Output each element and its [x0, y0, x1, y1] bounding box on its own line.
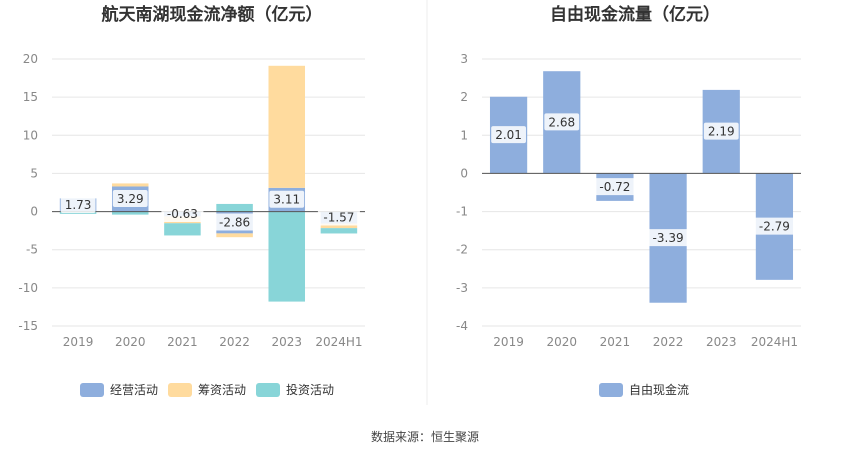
data-label: -0.63: [167, 207, 198, 221]
bar-投资活动[interactable]: [216, 203, 253, 212]
data-label: 3.11: [273, 193, 300, 207]
bar-筹资活动[interactable]: [216, 233, 253, 238]
data-label-bg: [593, 178, 636, 196]
data-label-bg: [161, 204, 204, 222]
data-label: -2.86: [219, 215, 250, 229]
y-tick-label: 10: [23, 128, 38, 142]
x-tick-label: 2021: [167, 335, 198, 349]
source-note: 数据来源：恒生聚源: [370, 430, 479, 444]
data-label: 2.19: [708, 125, 735, 139]
data-label: -1.57: [323, 211, 354, 225]
legend-label[interactable]: 自由现金流: [629, 382, 689, 397]
chart-1-legend: 经营活动 筹资活动 投资活动: [80, 382, 334, 397]
data-label-bg: [213, 213, 256, 231]
data-label: 1.73: [65, 198, 92, 212]
x-tick-label: 2024H1: [315, 335, 362, 349]
y-tick-label: -2: [456, 243, 468, 257]
bar-筹资活动[interactable]: [320, 223, 358, 229]
x-tick-label: 2020: [546, 335, 577, 349]
legend-swatch[interactable]: [168, 383, 192, 397]
x-tick-label: 2022: [219, 335, 250, 349]
x-tick-label: 2023: [271, 335, 302, 349]
y-tick-label: 5: [30, 166, 38, 180]
legend-label[interactable]: 经营活动: [110, 383, 158, 397]
y-tick-label: -5: [26, 243, 38, 257]
chart-1-title: 航天南湖现金流净额（亿元）: [102, 4, 323, 25]
y-tick-label: 1: [460, 128, 468, 142]
y-tick-label: -3: [456, 281, 468, 295]
data-label-bg: [491, 126, 526, 144]
y-tick-label: 20: [23, 52, 38, 66]
x-tick-label: 2021: [600, 335, 631, 349]
y-tick-label: -10: [18, 281, 38, 295]
data-label: 2.01: [495, 128, 522, 142]
y-tick-label: 0: [30, 205, 38, 219]
chart-2-plot: 3 2 1 0 -1 -2 -3 -4 2019 2020 2021 2022 2023 2024H1 2.…: [456, 52, 801, 349]
x-tick-label: 2023: [706, 335, 737, 349]
y-tick-label: 3: [460, 52, 468, 66]
x-tick-label: 2022: [653, 335, 684, 349]
y-tick-label: 15: [23, 90, 38, 104]
data-label-bg: [317, 208, 360, 226]
x-tick-label: 2019: [493, 335, 524, 349]
data-label: 2.68: [548, 115, 575, 129]
data-label-bg: [544, 113, 580, 131]
data-label: -3.39: [653, 231, 684, 245]
legend-label[interactable]: 投资活动: [286, 382, 334, 397]
data-label-bg: [703, 122, 739, 140]
data-label: -0.72: [599, 180, 630, 194]
y-tick-label: -1: [456, 205, 468, 219]
chart-2-title: 自由现金流量（亿元）: [550, 4, 720, 25]
bar-投资活动[interactable]: [320, 228, 358, 234]
y-tick-label: 0: [460, 166, 468, 180]
data-label-bg: [269, 190, 305, 208]
bar-投资活动[interactable]: [268, 211, 306, 302]
bar-筹资活动[interactable]: [268, 65, 306, 188]
bar-投资活动[interactable]: [111, 211, 149, 215]
legend-swatch[interactable]: [599, 383, 623, 397]
chart-2-legend: 自由现金流: [599, 382, 689, 397]
legend-label[interactable]: 筹资活动: [198, 383, 246, 397]
x-tick-label: 2019: [63, 335, 94, 349]
data-label-bg: [60, 195, 96, 213]
legend-swatch[interactable]: [80, 383, 104, 397]
x-tick-label: 2024H1: [751, 335, 798, 349]
bar-投资活动[interactable]: [164, 223, 201, 236]
chart-1-plot: 20 15 10 5 0 -5 -10 -15 2019 2020 2021 2022 2023 2024…: [18, 52, 365, 349]
x-tick-label: 2020: [115, 335, 146, 349]
data-label: -2.79: [759, 220, 790, 234]
y-tick-label: -15: [18, 319, 38, 333]
legend-swatch[interactable]: [256, 383, 280, 397]
data-label-bg: [112, 190, 148, 208]
y-tick-label: 2: [460, 90, 468, 104]
data-label-bg: [647, 229, 690, 247]
data-label-bg: [753, 217, 796, 235]
y-tick-label: -4: [456, 319, 468, 333]
data-label: 3.29: [117, 192, 144, 206]
bar-筹资活动[interactable]: [111, 183, 149, 187]
